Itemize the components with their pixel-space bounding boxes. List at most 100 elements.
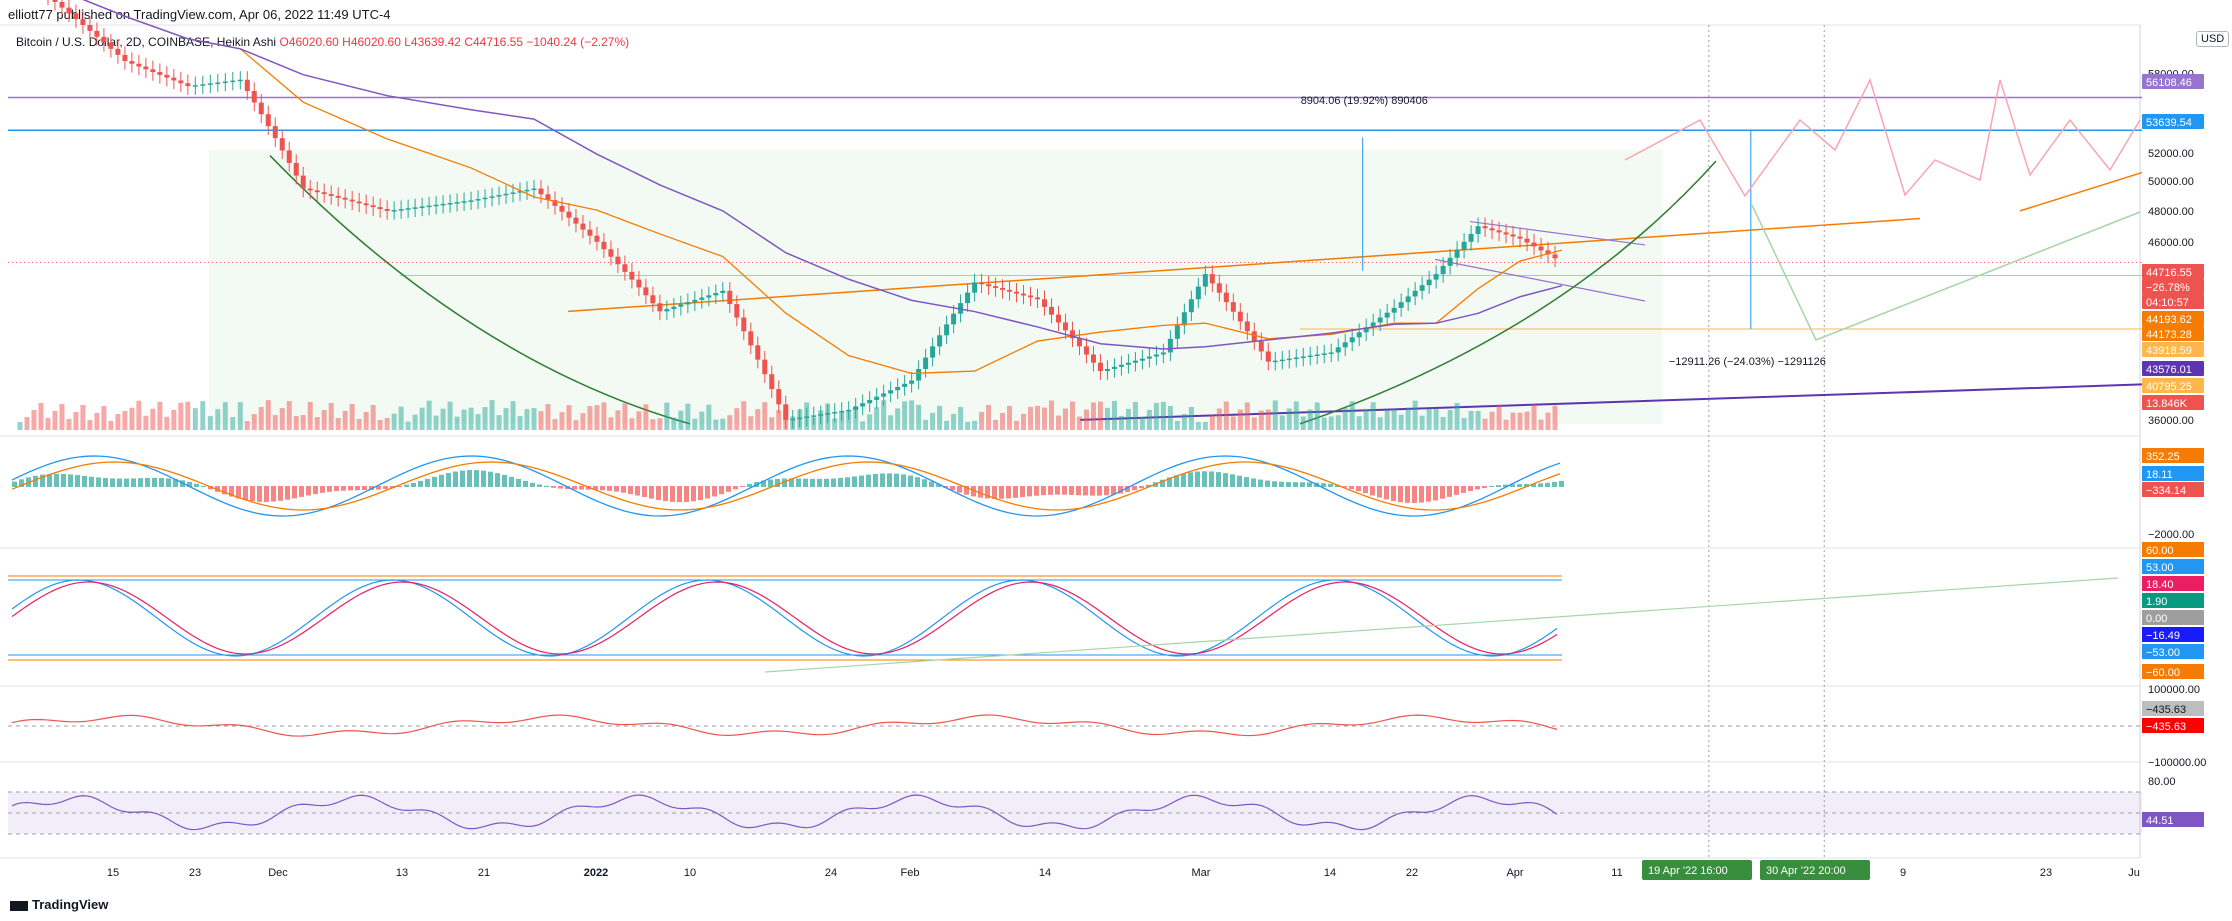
macd-histogram-bar: [1475, 486, 1480, 490]
volume-bar: [1377, 417, 1383, 430]
macd-histogram-bar: [873, 473, 878, 487]
projection-date-flag-text: 30 Apr '22 20:00: [1766, 865, 1846, 877]
macd-histogram-bar: [1559, 480, 1564, 487]
volume-bar: [1419, 415, 1425, 430]
volume-bar: [1482, 418, 1488, 430]
candle-body: [636, 279, 642, 288]
candle-body: [59, 1, 65, 8]
candle-body: [1503, 232, 1509, 235]
macd-histogram-bar: [369, 486, 374, 490]
macd-histogram-bar: [222, 486, 227, 495]
volume-bar: [1524, 411, 1530, 430]
volume-bar: [171, 409, 177, 430]
symbol-legend: Bitcoin / U.S. Dollar, 2D, COINBASE, Hei…: [16, 35, 629, 49]
candle-body: [566, 211, 572, 218]
volume-bar: [307, 402, 313, 430]
macd-histogram-bar: [418, 480, 423, 487]
volume-bar: [136, 400, 142, 430]
macd-histogram-bar: [1167, 477, 1172, 487]
projection-path-alt: [1751, 204, 2141, 341]
macd-histogram-bar: [1230, 474, 1235, 487]
macd-histogram-bar: [446, 472, 451, 487]
volume-bar: [860, 421, 866, 430]
volume-bar: [1265, 409, 1271, 430]
tradingview-logo[interactable]: TradingView: [10, 897, 108, 912]
macd-histogram-bar: [663, 486, 668, 502]
macd-histogram-bar: [257, 486, 262, 502]
candle-body: [573, 217, 579, 224]
stochastic-axis-label-bg: [2142, 644, 2204, 659]
macd-histogram-bar: [810, 478, 815, 487]
candle-body: [650, 295, 656, 304]
price-tick-label: 48000.00: [2148, 206, 2194, 218]
candle-body: [601, 241, 607, 250]
candle-body: [94, 30, 100, 37]
macd-histogram-bar: [1104, 486, 1109, 496]
macd-histogram-bar: [901, 474, 906, 487]
macd-histogram-bar: [579, 486, 584, 490]
volume-bar: [1307, 409, 1313, 430]
volume-bar: [874, 407, 880, 430]
candle-body: [433, 204, 439, 207]
volume-bar: [1021, 413, 1027, 430]
price-axis-label-text: 53639.54: [2146, 117, 2192, 129]
volume-bar: [1328, 416, 1334, 430]
price-axis-label-text: −26.78%: [2146, 282, 2190, 294]
volume-bar: [1440, 417, 1446, 430]
candle-body: [1076, 338, 1082, 347]
macd-histogram-bar: [1524, 483, 1529, 487]
macd-histogram-bar: [1209, 471, 1214, 487]
macd-histogram-bar: [1349, 486, 1354, 490]
candle-body: [1042, 299, 1048, 307]
candle-body: [279, 138, 285, 151]
volume-bar: [433, 415, 439, 430]
macd-histogram-bar: [124, 478, 129, 487]
volume-bar: [1132, 401, 1138, 430]
volume-bar: [1042, 407, 1048, 430]
volume-bar: [699, 411, 705, 430]
volume-bar: [398, 406, 404, 430]
candle-body: [972, 282, 978, 293]
price-axis-label-bg: [2142, 114, 2204, 129]
volume-bar: [888, 415, 894, 430]
price-axis-label-bg: [2142, 279, 2204, 294]
candle-body: [1097, 362, 1103, 372]
candle-body: [930, 346, 936, 358]
price-axis-label-text: 44716.55: [2146, 267, 2192, 279]
macd-histogram-bar: [1118, 486, 1123, 494]
volume-bar: [678, 410, 684, 430]
macd-histogram-bar: [1097, 486, 1102, 496]
measure-label-down: −12911.26 (−24.03%) −1291126: [1669, 356, 1826, 368]
macd-histogram-bar: [411, 482, 416, 487]
macd-histogram-bar: [320, 486, 325, 493]
symbol-name[interactable]: Bitcoin / U.S. Dollar, 2D, COINBASE, Hei…: [16, 35, 277, 49]
macd-signal-line: [11, 461, 1561, 511]
candle-body: [1209, 274, 1215, 284]
stochastic-axis-label-text: 0.00: [2146, 613, 2167, 625]
price-axis-label-text: 43918.59: [2146, 345, 2192, 357]
candle-body: [200, 84, 206, 86]
macd-histogram-bar: [628, 486, 633, 495]
volume-bar: [363, 412, 369, 430]
volume-bar: [1398, 414, 1404, 430]
legend-high: H46020.60: [342, 35, 401, 49]
volume-bar: [1321, 417, 1327, 430]
macd-histogram-bar: [796, 478, 801, 487]
macd-histogram-bar: [789, 478, 794, 487]
macd-histogram-bar: [677, 486, 682, 503]
candle-body: [545, 194, 551, 201]
macd-histogram-bar: [404, 484, 409, 487]
volume-bar: [1335, 415, 1341, 430]
candle-body: [192, 85, 198, 87]
candle-body: [143, 66, 149, 70]
candle-body: [419, 206, 425, 208]
volume-bar: [101, 406, 107, 430]
time-tick-label: 2022: [584, 867, 608, 879]
candle-body: [1223, 292, 1229, 303]
currency-badge[interactable]: USD: [2196, 31, 2230, 47]
volume-bar: [185, 401, 191, 430]
oscillator-axis-label-text: −435.63: [2146, 721, 2186, 733]
volume-bar: [1153, 402, 1159, 430]
macd-histogram-bar: [425, 478, 430, 487]
